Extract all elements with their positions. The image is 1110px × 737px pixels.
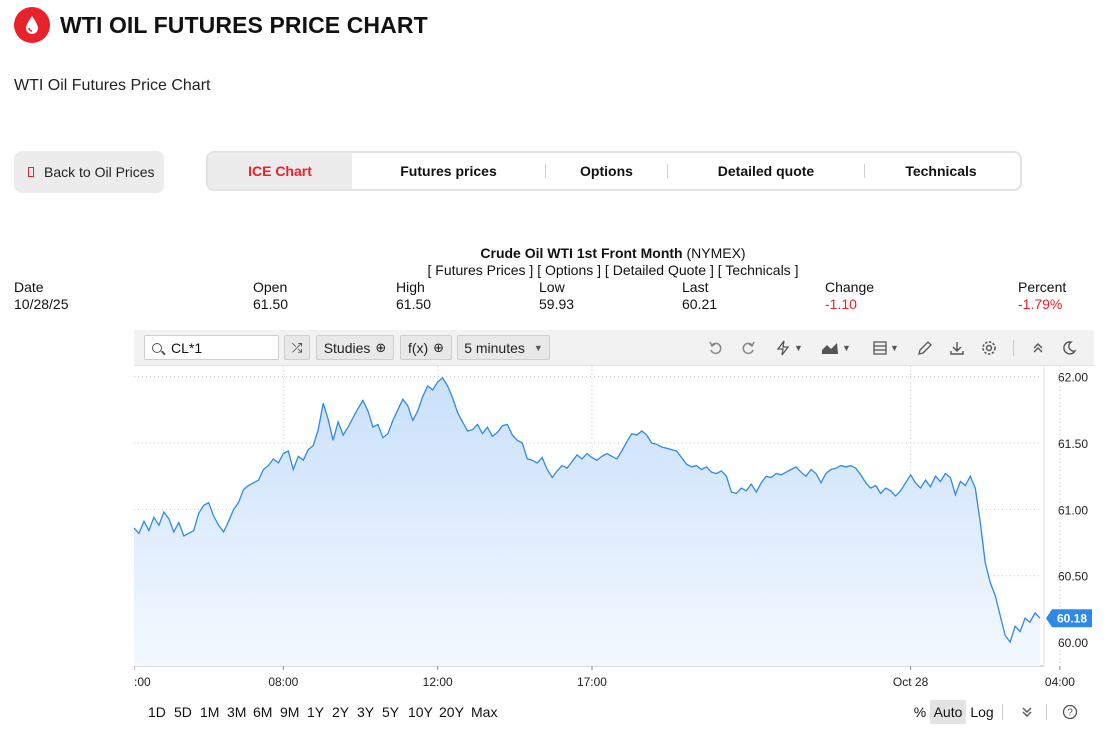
interval-select[interactable]: 5 minutes ▼: [457, 335, 550, 360]
link-futures-prices[interactable]: Futures Prices: [435, 262, 526, 278]
stat-low: Low 59.93: [539, 279, 575, 312]
range-9m[interactable]: 9M: [280, 704, 300, 720]
y-tick-label: 61.50: [1058, 437, 1088, 451]
last-price-label: 60.18: [1057, 612, 1087, 626]
undo-icon[interactable]: [707, 339, 725, 357]
studies-label: Studies: [323, 339, 371, 356]
percent-scale-button[interactable]: %: [913, 704, 927, 720]
x-tick-label: :00: [134, 675, 151, 689]
range-max[interactable]: Max: [471, 704, 498, 720]
range-3y[interactable]: 3Y: [357, 704, 375, 720]
download-icon[interactable]: [948, 339, 966, 357]
tab-divider: [667, 164, 668, 178]
log-scale-button[interactable]: Log: [970, 704, 994, 720]
svg-text:?: ?: [1067, 708, 1073, 719]
stat-percent: Percent -1.79%: [1018, 279, 1067, 312]
range-bar: 1D 5D 1M 3M 6M 9M 1Y 2Y 3Y 5Y 10Y 20Y Ma…: [134, 700, 1094, 724]
interval-label: 5 minutes: [464, 339, 525, 356]
range-5d[interactable]: 5D: [174, 704, 192, 720]
compare-icon: ⤮: [291, 339, 303, 355]
search-icon: [152, 342, 162, 353]
range-2y[interactable]: 2Y: [332, 704, 350, 720]
y-tick-label: 60.50: [1058, 570, 1088, 584]
collapse-icon[interactable]: [1029, 339, 1047, 357]
chart-toolbar: CL*1 ⤮ Studies ⊕ f(x) ⊕ 5 minutes ▼ ▼ ▼: [134, 330, 1094, 366]
scale-divider: [1002, 704, 1003, 720]
tab-futures-prices[interactable]: Futures prices: [400, 163, 497, 179]
x-tick-label: 04:00: [1045, 675, 1075, 689]
fx-label: f(x): [407, 339, 429, 356]
last-price-badge: [1046, 609, 1092, 628]
range-3m[interactable]: 3M: [227, 704, 247, 720]
page-header: WTI OIL FUTURES PRICE CHART: [14, 6, 428, 44]
range-1d[interactable]: 1D: [148, 704, 166, 720]
chart-widget: CL*1 ⤮ Studies ⊕ f(x) ⊕ 5 minutes ▼ ▼ ▼: [134, 330, 1110, 737]
stat-open: Open 61.50: [253, 279, 289, 312]
dark-mode-icon[interactable]: [1060, 339, 1078, 357]
compare-button[interactable]: ⤮: [284, 335, 310, 360]
y-tick-label: 60.00: [1058, 636, 1088, 650]
toolbar-divider: [1013, 340, 1014, 356]
range-5y[interactable]: 5Y: [382, 704, 400, 720]
tab-detailed-quote[interactable]: Detailed quote: [717, 163, 815, 179]
oil-drop-icon: [14, 7, 50, 43]
y-tick-label: 61.00: [1058, 503, 1088, 517]
tab-ice-chart[interactable]: ICE Chart: [208, 153, 352, 189]
back-to-oil-prices-button[interactable]: Back to Oil Prices: [14, 151, 164, 193]
redo-icon[interactable]: [739, 339, 757, 357]
x-tick-label: 12:00: [423, 675, 453, 689]
y-tick-label: 62.00: [1058, 371, 1088, 385]
quote-links: [ Futures Prices ] [ Options ] [ Detaile…: [427, 262, 799, 278]
help-icon[interactable]: ?: [1060, 700, 1080, 724]
chart-tabs: ICE Chart Futures prices Options Detaile…: [206, 151, 1022, 191]
draw-icon[interactable]: [916, 339, 934, 357]
symbol-value: CL*1: [171, 339, 203, 356]
x-tick-label: 08:00: [268, 675, 298, 689]
chart-type-icon[interactable]: ▼: [819, 339, 853, 357]
range-6m[interactable]: 6M: [253, 704, 273, 720]
chevron-down-icon: ▼: [533, 342, 543, 353]
price-line: [134, 376, 1041, 644]
tab-divider: [864, 164, 865, 178]
studies-button[interactable]: Studies ⊕: [316, 335, 394, 360]
symbol-search-input[interactable]: CL*1: [144, 335, 279, 360]
quote-exchange: (NYMEX): [686, 245, 746, 261]
tab-divider: [545, 164, 546, 178]
add-icon: ⊕: [433, 339, 445, 355]
link-options[interactable]: Options: [545, 262, 594, 278]
page-subtitle: WTI Oil Futures Price Chart: [14, 77, 211, 94]
add-icon: ⊕: [375, 339, 387, 355]
stat-date: Date 10/28/25: [14, 279, 69, 312]
stat-last: Last 60.21: [682, 279, 718, 312]
settings-icon[interactable]: [980, 339, 998, 357]
quote-stats: Date 10/28/25 Open 61.50 High 61.50 Low 59.9…: [0, 279, 1110, 315]
functions-button[interactable]: f(x) ⊕: [400, 335, 452, 360]
quote-name: Crude Oil WTI 1st Front Month: [480, 245, 683, 261]
stat-high: High 61.50: [396, 279, 432, 312]
tab-technicals[interactable]: Technicals: [905, 163, 977, 179]
back-icon: [28, 167, 34, 177]
events-icon[interactable]: ▼: [772, 339, 806, 357]
scale-divider: [1046, 704, 1047, 720]
page-title: WTI OIL FUTURES PRICE CHART: [60, 11, 428, 38]
link-detailed-quote[interactable]: Detailed Quote: [612, 262, 707, 278]
tab-options[interactable]: Options: [580, 163, 633, 179]
back-button-label: Back to Oil Prices: [44, 164, 155, 180]
range-20y[interactable]: 20Y: [439, 704, 464, 720]
x-tick-label: Oct 28: [893, 675, 929, 689]
x-tick-label: 17:00: [577, 675, 607, 689]
price-chart[interactable]: 60.00 60.50 61.00 61.50 62.00 :00 08:00 12:00 17…: [134, 366, 1094, 700]
expand-down-icon[interactable]: [1018, 700, 1036, 724]
quote-title: Crude Oil WTI 1st Front Month (NYMEX): [0, 245, 1110, 261]
range-1y[interactable]: 1Y: [307, 704, 325, 720]
range-1m[interactable]: 1M: [200, 704, 220, 720]
link-technicals[interactable]: Technicals: [725, 262, 791, 278]
auto-scale-button[interactable]: Auto: [930, 700, 966, 724]
stat-change: Change -1.10: [825, 279, 875, 312]
range-10y[interactable]: 10Y: [408, 704, 433, 720]
price-area: [134, 377, 1040, 666]
layout-icon[interactable]: ▼: [869, 339, 903, 357]
